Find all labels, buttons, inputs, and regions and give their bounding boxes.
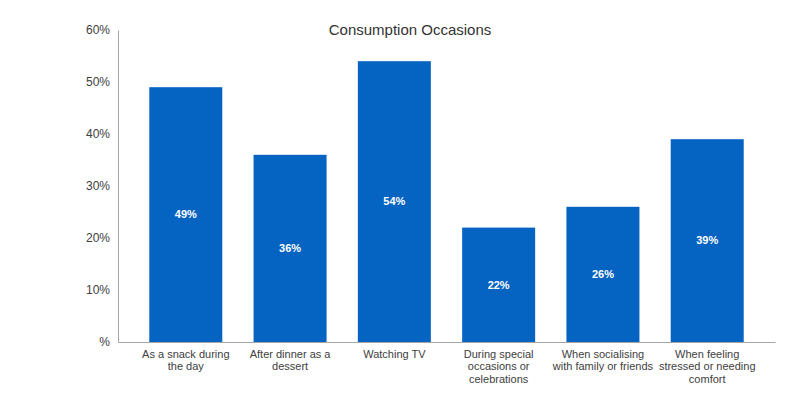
y-tick-label: 50%: [86, 75, 110, 89]
x-tick-label-line: After dinner as a: [250, 348, 332, 360]
x-axis-line: [119, 342, 776, 343]
x-tick-label-line: the day: [168, 360, 205, 372]
y-axis: % 10% 20% 30% 40% 50% 60%: [86, 23, 119, 349]
x-tick: As a snack duringthe day: [142, 342, 229, 372]
x-tick-label-line: stressed or needing: [659, 360, 756, 372]
x-tick-label-line: comfort: [689, 373, 726, 385]
x-tick-label: When feelingstressed or needingcomfort: [659, 348, 756, 385]
y-tick-label: 30%: [86, 179, 110, 193]
y-tick-label: 20%: [86, 231, 110, 245]
x-tick-label-line: When socialising: [562, 348, 645, 360]
x-tick: When socialisingwith family or friends: [552, 342, 654, 372]
bar: [254, 155, 327, 342]
x-tick: During specialoccasions orcelebrations: [464, 342, 534, 385]
x-tick: When feelingstressed or needingcomfort: [659, 342, 756, 385]
y-tick-label: 10%: [86, 283, 110, 297]
x-tick-label: During specialoccasions orcelebrations: [464, 348, 534, 385]
data-label: 36%: [279, 242, 301, 254]
y-tick-label: 40%: [86, 127, 110, 141]
bar: [566, 207, 639, 342]
data-label: 54%: [383, 195, 405, 207]
data-label: 26%: [592, 268, 614, 280]
bar: [358, 61, 431, 342]
y-tick: 20%: [86, 231, 118, 245]
chart: Consumption Occasions% 10% 20% 30% 40% 50% 60%…: [0, 0, 800, 400]
y-tick: 50%: [86, 75, 118, 89]
x-tick: Watching TV: [363, 342, 426, 360]
x-tick-label-line: celebrations: [469, 373, 529, 385]
x-tick-label: When socialisingwith family or friends: [552, 348, 654, 373]
y-axis-line: [118, 31, 119, 343]
bar: [671, 139, 744, 342]
data-label: 22%: [488, 279, 510, 291]
x-tick-label: As a snack duringthe day: [142, 348, 229, 373]
x-tick-label-line: Watching TV: [363, 348, 426, 360]
y-tick: %: [99, 335, 118, 349]
y-tick: 10%: [86, 283, 118, 297]
bar: [462, 228, 535, 342]
data-labels: 49% 36% 54% 22% 26% 39%: [175, 195, 719, 290]
data-label: 49%: [175, 208, 197, 220]
x-tick-label: Watching TV: [363, 348, 426, 360]
y-tick-label: %: [99, 335, 110, 349]
bar: [149, 87, 222, 342]
y-tick-label: 60%: [86, 23, 110, 37]
x-tick: After dinner as adessert: [250, 342, 332, 372]
y-tick: 60%: [86, 23, 118, 37]
bars: [149, 61, 743, 342]
x-tick-label-line: with family or friends: [552, 360, 654, 372]
x-tick-label-line: dessert: [272, 360, 308, 372]
x-tick-label-line: As a snack during: [142, 348, 229, 360]
y-tick: 30%: [86, 179, 118, 193]
x-tick-label-line: occasions or: [468, 360, 530, 372]
chart-title: Consumption Occasions: [329, 21, 492, 38]
y-tick: 40%: [86, 127, 118, 141]
x-tick-label-line: During special: [464, 348, 534, 360]
data-label: 39%: [696, 234, 718, 246]
x-axis: As a snack duringthe day After dinner as …: [119, 342, 776, 385]
x-tick-label-line: When feeling: [675, 348, 739, 360]
x-tick-label: After dinner as adessert: [250, 348, 332, 373]
